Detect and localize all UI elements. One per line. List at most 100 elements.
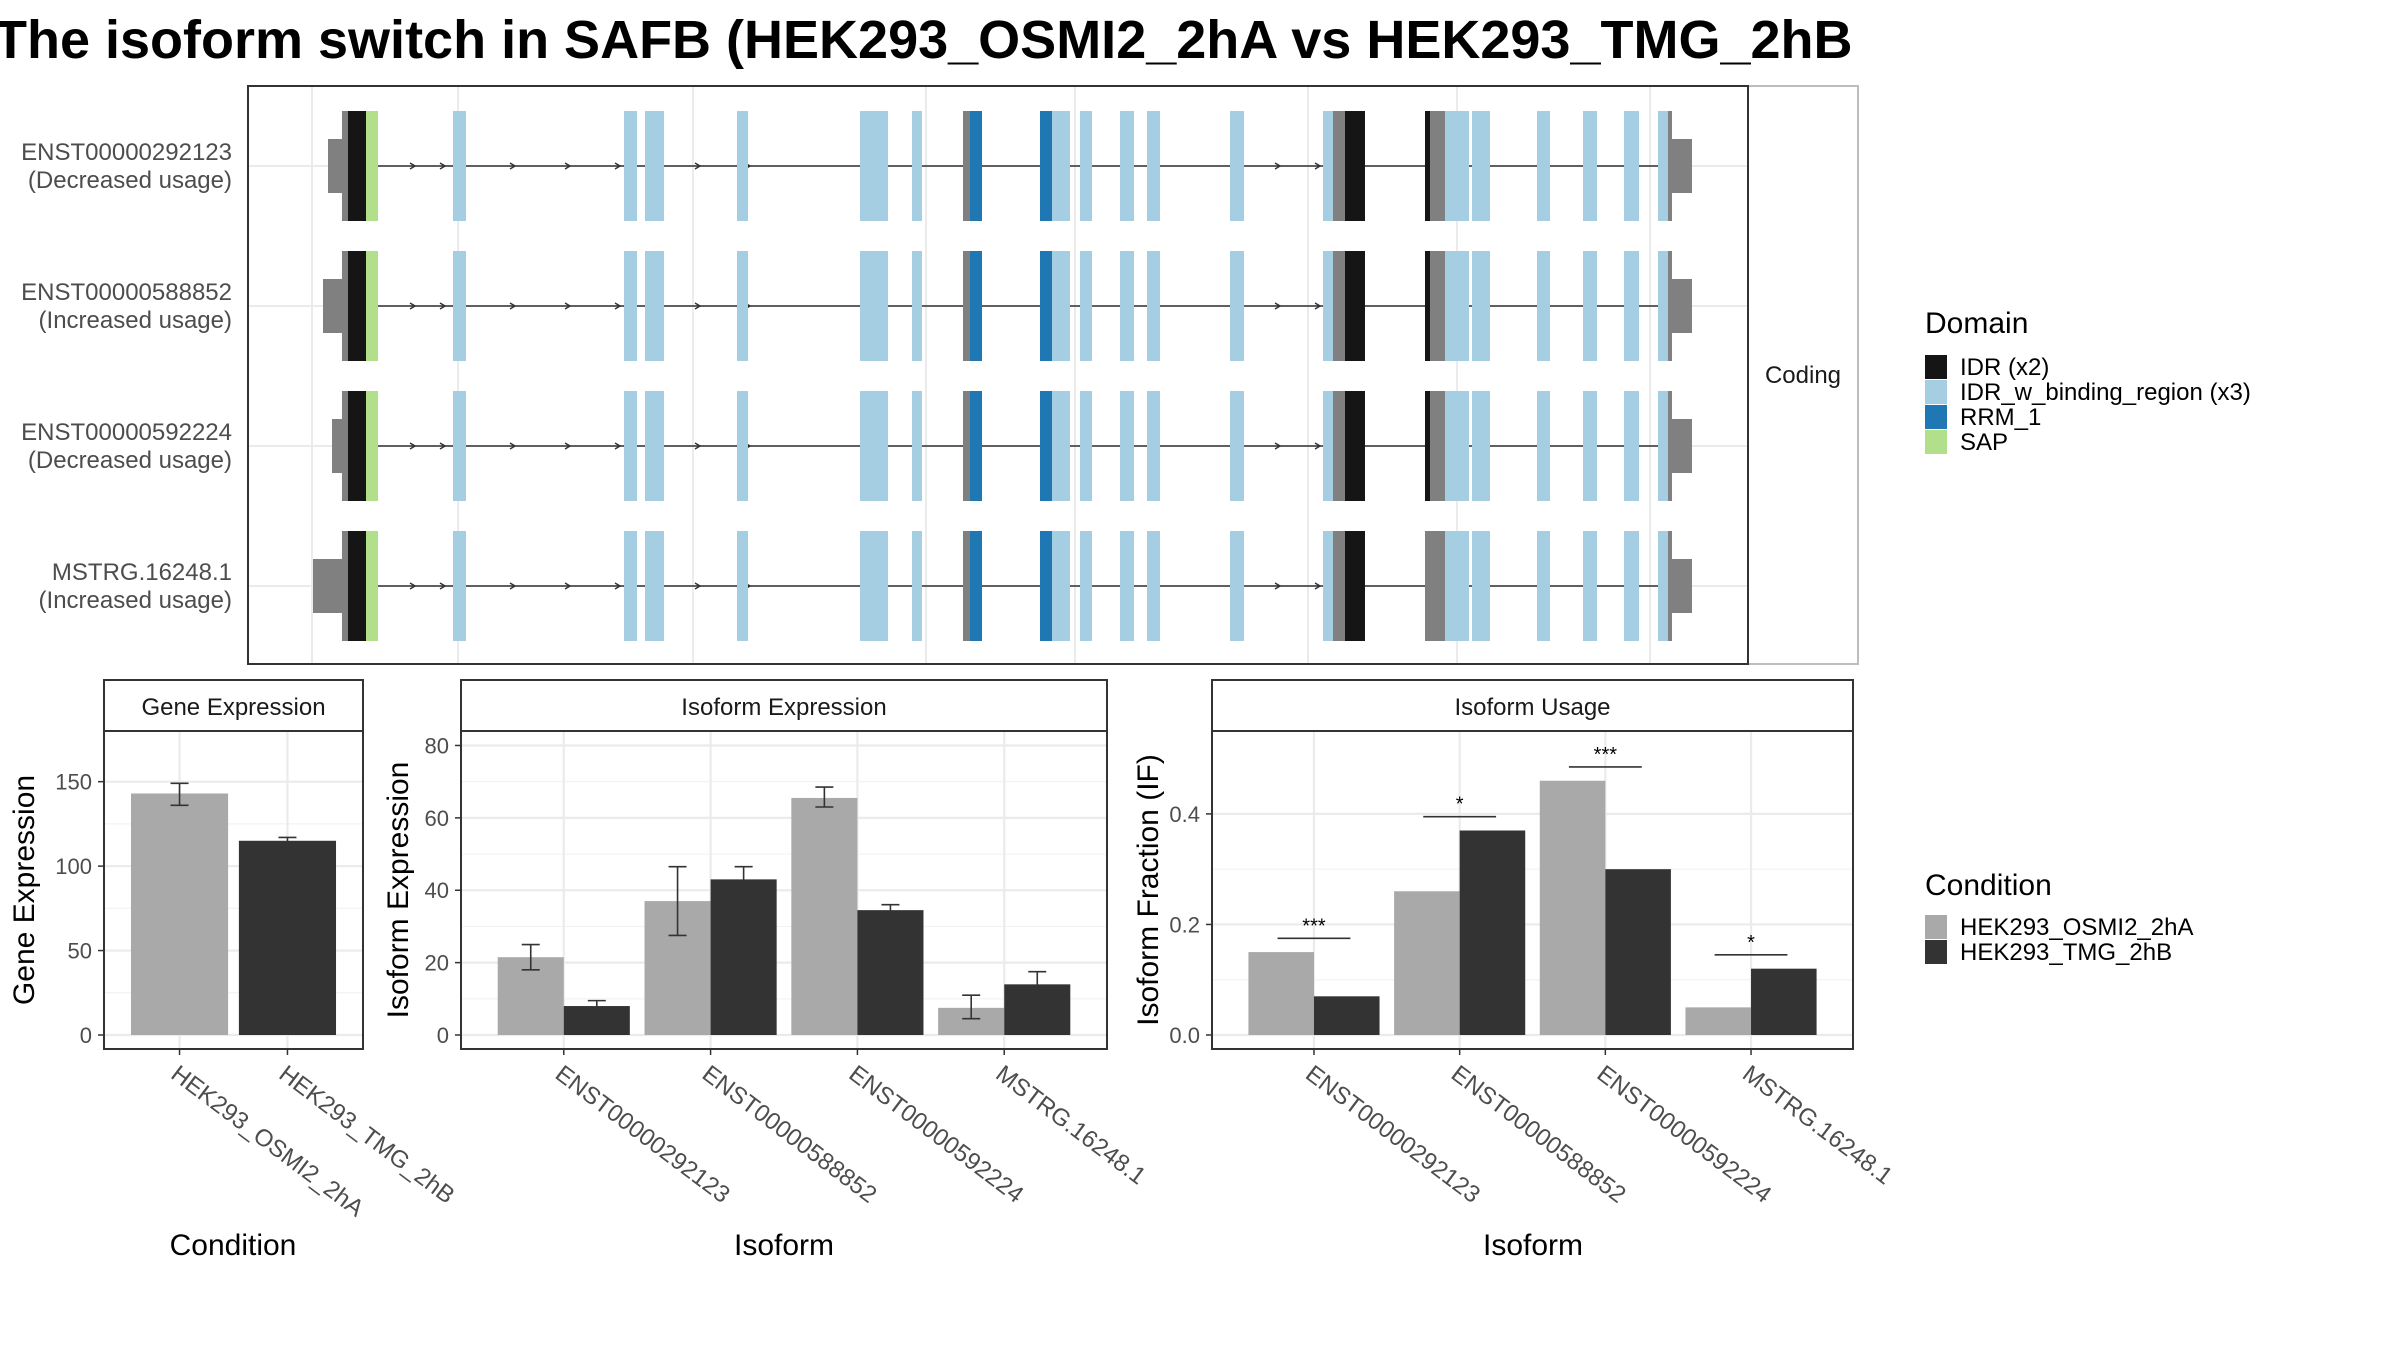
- domain-sap: [366, 531, 378, 641]
- domain-idr-binding: [1583, 111, 1597, 221]
- domain-idr-binding: [912, 251, 922, 361]
- intron-arrow: [694, 302, 702, 310]
- intron-arrow: [509, 302, 517, 310]
- isoform-label: ENST00000588852: [21, 279, 232, 306]
- domain-idr-binding: [912, 111, 922, 221]
- domain-idr-binding: [1323, 111, 1333, 221]
- domain-idr: [348, 391, 366, 501]
- condition-legend-key: [1925, 940, 1947, 964]
- y-tick-label: 150: [55, 770, 92, 795]
- domain-rrm: [970, 251, 982, 361]
- bar: [1313, 996, 1380, 1035]
- domain-idr-binding: [645, 251, 664, 361]
- domain-rrm: [1040, 391, 1052, 501]
- isoform-usage-label: (Increased usage): [39, 587, 232, 614]
- y-axis-label: Isoform Fraction (IF): [1132, 754, 1165, 1026]
- domain-idr-binding: [1120, 391, 1134, 501]
- condition-legend-key: [1925, 915, 1947, 939]
- bar: [238, 840, 337, 1035]
- facet-strip-label: Coding: [1765, 362, 1841, 389]
- x-tick-label: MSTRG.16248.1: [991, 1060, 1151, 1190]
- structure-panel-bg: [248, 86, 1748, 664]
- domain-idr-binding: [1537, 111, 1550, 221]
- domain-idr-binding: [1120, 251, 1134, 361]
- domain-idr-binding: [453, 531, 466, 641]
- exon-cds: [1430, 391, 1445, 501]
- domain-idr-binding: [1052, 251, 1057, 361]
- isoform-usage-label: (Decreased usage): [28, 167, 232, 194]
- domain-idr-binding: [860, 391, 888, 501]
- intron-arrow: [614, 162, 622, 170]
- domain-idr-binding: [1057, 111, 1070, 221]
- domain-idr-binding: [1147, 391, 1160, 501]
- exon-cds: [1430, 251, 1445, 361]
- exon-cds: [1430, 111, 1445, 221]
- domain-idr: [348, 111, 366, 221]
- domain-idr-binding: [1057, 531, 1070, 641]
- isoform-row-ENST00000588852: ENST00000588852(Increased usage): [21, 251, 1692, 361]
- domain-idr-binding: [1147, 111, 1160, 221]
- utr-3prime: [1672, 139, 1692, 193]
- x-axis-label: Condition: [170, 1229, 297, 1262]
- intron-arrow: [439, 162, 447, 170]
- domain-idr-binding: [1453, 531, 1469, 641]
- intron-arrow: [439, 442, 447, 450]
- domain-idr-binding: [1052, 391, 1057, 501]
- isoform-row-ENST00000592224: ENST00000592224(Decreased usage): [21, 391, 1692, 501]
- error-bar: [815, 786, 834, 808]
- domain-idr-binding: [912, 531, 922, 641]
- domain-legend-key: [1925, 380, 1947, 404]
- domain-idr-binding: [1472, 251, 1490, 361]
- y-tick-label: 0.2: [1169, 912, 1200, 937]
- domain-idr-binding: [737, 251, 748, 361]
- bar: [1459, 830, 1526, 1035]
- domain-idr-binding: [1080, 111, 1092, 221]
- utr-3prime: [1672, 279, 1692, 333]
- intron-arrow: [1274, 442, 1282, 450]
- intron-arrow: [1314, 302, 1322, 310]
- intron-arrow: [509, 582, 517, 590]
- domain-idr-binding: [1537, 251, 1550, 361]
- isoform-label: ENST00000592224: [21, 419, 232, 446]
- intron-arrow: [564, 162, 572, 170]
- domain-idr-binding: [1583, 531, 1597, 641]
- intron-arrow: [1274, 162, 1282, 170]
- domain-idr-binding: [453, 111, 466, 221]
- domain-legend-key: [1925, 430, 1947, 454]
- cds-end: [1668, 111, 1672, 221]
- intron-arrow: [1274, 582, 1282, 590]
- y-axis-label: Gene Expression: [8, 775, 41, 1005]
- exon-cds: [1333, 531, 1345, 641]
- domain-idr-binding: [1323, 391, 1333, 501]
- cds-end: [1668, 391, 1672, 501]
- panel-strip-title: Isoform Usage: [1454, 694, 1610, 721]
- domain-idr-binding: [1445, 391, 1453, 501]
- domain-idr-binding: [737, 391, 748, 501]
- y-tick-label: 0.4: [1169, 802, 1200, 827]
- domain-idr-binding: [1583, 251, 1597, 361]
- domain-idr-binding: [1323, 531, 1333, 641]
- domain-legend-title: Domain: [1925, 307, 2028, 340]
- y-tick-label: 0: [80, 1023, 92, 1048]
- domain-idr-binding: [1147, 531, 1160, 641]
- domain-legend-label: SAP: [1960, 429, 2008, 456]
- intron-arrow: [439, 582, 447, 590]
- domain-idr: [1425, 111, 1430, 221]
- error-bar: [521, 943, 540, 971]
- condition-legend-label: HEK293_OSMI2_2hA: [1960, 914, 2193, 941]
- cds-start: [342, 391, 350, 501]
- panel-strip: [460, 679, 1108, 732]
- cds-end: [1668, 531, 1672, 641]
- domain-idr-binding: [1624, 111, 1639, 221]
- domain-idr-binding: [624, 111, 637, 221]
- intron-arrow: [509, 162, 517, 170]
- intron-arrow: [694, 162, 702, 170]
- cds-end: [1668, 251, 1672, 361]
- bar: [1248, 952, 1314, 1035]
- y-tick-label: 80: [425, 733, 449, 758]
- domain-rrm: [1040, 531, 1052, 641]
- domain-idr-binding: [1537, 391, 1550, 501]
- exon-cds: [963, 531, 970, 641]
- error-bar: [881, 903, 900, 917]
